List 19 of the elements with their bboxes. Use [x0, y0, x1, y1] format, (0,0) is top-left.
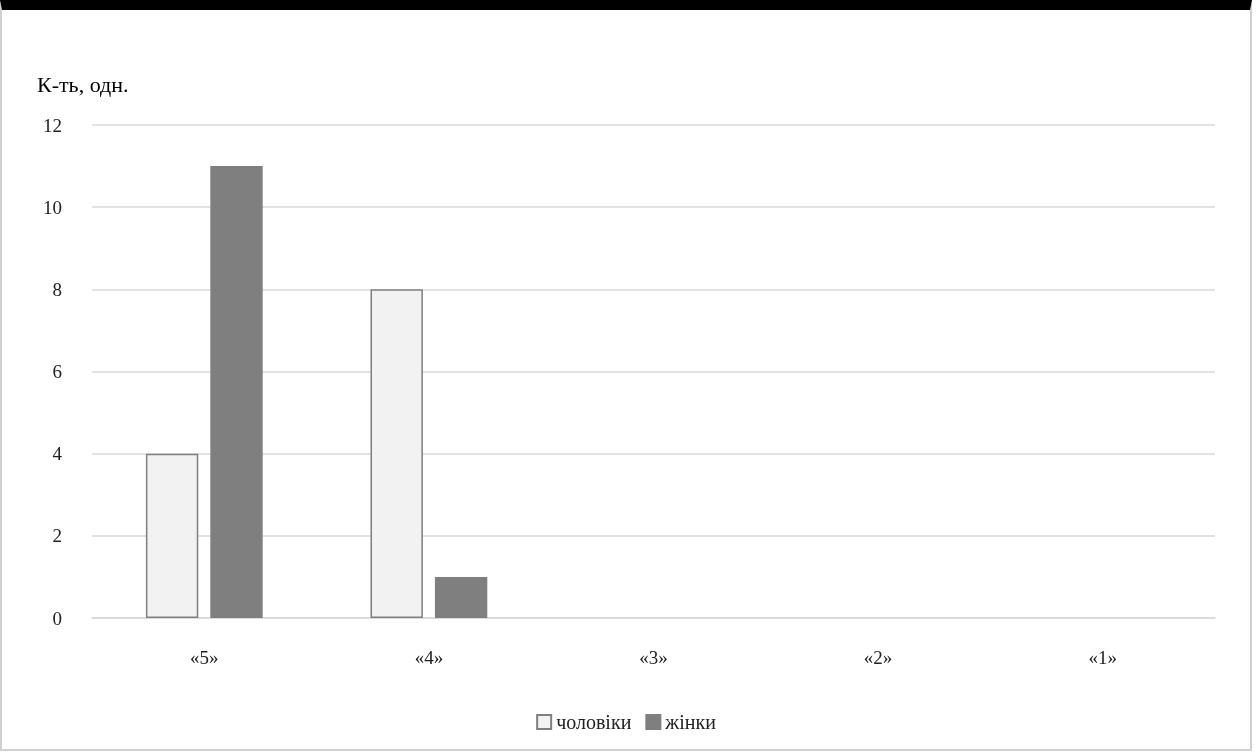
y-tick-label: 12 [43, 114, 62, 136]
bar [370, 289, 423, 618]
x-tick-label: «1» [1088, 647, 1117, 668]
x-tick-label: «4» [414, 647, 444, 668]
y-tick-label: 4 [52, 443, 63, 465]
x-tick-label: «3» [639, 647, 668, 668]
bar [434, 576, 488, 618]
y-tick-label: 0 [52, 607, 62, 629]
x-tick-label: «5» [190, 647, 219, 668]
bar [145, 453, 199, 618]
x-tick-label: «2» [863, 647, 893, 668]
y-tick-label: 2 [52, 525, 62, 547]
y-tick-label: 8 [52, 278, 62, 300]
bar [210, 166, 263, 618]
legend-label: чоловіки [556, 711, 632, 733]
legend-label: жінки [664, 711, 717, 733]
y-tick-label: 10 [43, 196, 62, 218]
y-axis-title: К-ть, одн. [37, 71, 129, 97]
y-tick-label: 6 [52, 361, 62, 382]
